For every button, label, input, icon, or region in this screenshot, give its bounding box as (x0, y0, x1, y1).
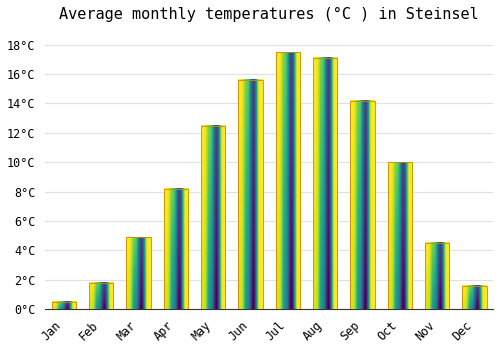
Bar (462, 286, 486, 309)
Bar (52, 302, 76, 309)
Bar (126, 237, 150, 309)
Bar (164, 189, 188, 309)
Bar (89, 282, 114, 309)
Bar (425, 243, 449, 309)
Bar (201, 126, 226, 309)
Title: Average monthly temperatures (°C ) in Steinsel: Average monthly temperatures (°C ) in St… (59, 7, 479, 22)
Bar (276, 52, 300, 309)
Bar (388, 162, 412, 309)
Bar (313, 58, 337, 309)
Bar (350, 100, 374, 309)
Bar (238, 80, 262, 309)
